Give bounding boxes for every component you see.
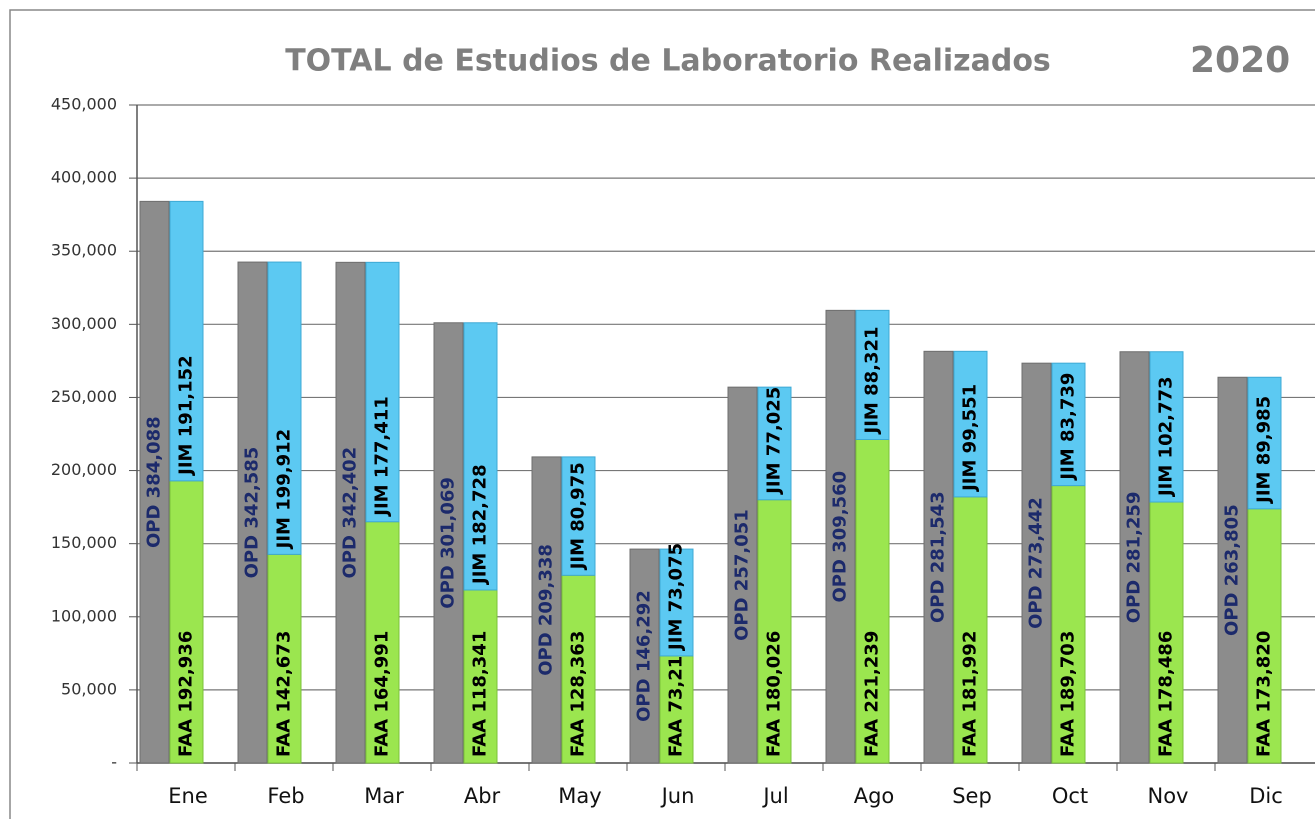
x-tick-label: Mar [364, 784, 404, 808]
y-tick-label: - [111, 753, 117, 772]
value-label: JIM 182,728 [470, 464, 491, 586]
value-label: JIM 73,075 [666, 543, 687, 652]
value-label: JIM 88,321 [862, 326, 883, 435]
y-tick-label: 400,000 [51, 168, 117, 187]
value-label: JIM 80,975 [568, 462, 589, 571]
chart-title: TOTAL de Estudios de Laboratorio Realiza… [285, 44, 1051, 79]
bar-segment [561, 574, 596, 764]
value-label: OPD 146,292 [634, 590, 655, 722]
value-label: FAA 221,239 [862, 631, 883, 757]
y-tick-label: 100,000 [51, 606, 117, 625]
y-tick-label: 350,000 [51, 241, 117, 260]
x-tick-label: Jun [660, 784, 695, 808]
value-label: OPD 384,088 [144, 416, 165, 548]
y-tick-label: 300,000 [51, 314, 117, 333]
value-label: FAA 173,820 [1254, 631, 1275, 757]
bar-segment [267, 261, 302, 555]
x-tick-label: Dic [1249, 784, 1283, 808]
bar-segment [365, 261, 400, 523]
value-label: OPD 309,560 [830, 471, 851, 603]
value-label: FAA 181,992 [960, 631, 981, 757]
x-tick-label: Abr [464, 784, 501, 808]
bar-segment [1247, 508, 1282, 764]
x-tick-label: Nov [1148, 784, 1189, 808]
bar [237, 261, 268, 764]
bar-segment [1051, 485, 1086, 764]
bar [139, 200, 170, 764]
y-tick-label: 50,000 [61, 679, 117, 698]
series: JIM 191,152 JIM 199,912 JIM 177,411 JIM 182… [169, 200, 1282, 657]
value-label: OPD 263,805 [1222, 504, 1243, 636]
value-label: FAA 178,486 [1156, 631, 1177, 757]
series: OPD 384,088 OPD 342,585 OPD 342,402 OPD 301… [139, 200, 1248, 764]
x-tick-label: Oct [1052, 784, 1088, 808]
x-tick-label: Jul [761, 784, 788, 808]
x-tick-label: Feb [267, 784, 304, 808]
value-label: OPD 209,338 [536, 544, 557, 676]
bar [825, 309, 856, 764]
value-label: FAA 118,341 [470, 631, 491, 757]
bar [335, 261, 366, 764]
value-label: JIM 99,551 [960, 384, 981, 493]
value-label: FAA 73,217 [666, 643, 687, 757]
bar [923, 350, 954, 764]
y-tick-label: 250,000 [51, 387, 117, 406]
value-label: JIM 89,985 [1254, 396, 1275, 505]
value-label: OPD 257,051 [732, 509, 753, 641]
value-label: OPD 301,069 [438, 477, 459, 609]
value-label: OPD 281,259 [1124, 492, 1145, 624]
bar-segment [1149, 351, 1184, 503]
bar-segment [463, 322, 498, 591]
value-label: JIM 199,912 [274, 429, 295, 551]
bar-segment [169, 200, 204, 482]
bar-segment [855, 309, 890, 440]
value-label: FAA 189,703 [1058, 631, 1079, 757]
bar [1021, 362, 1052, 764]
bar [531, 456, 562, 764]
value-label: JIM 177,411 [372, 396, 393, 518]
bar [433, 322, 464, 764]
value-label: FAA 192,936 [176, 631, 197, 757]
y-tick-label: 150,000 [51, 533, 117, 552]
value-label: OPD 342,585 [242, 447, 263, 579]
bar-segment [1051, 362, 1086, 487]
bar-segment [561, 456, 596, 576]
x-tick-label: May [558, 784, 601, 808]
bar-segment [1247, 376, 1282, 510]
value-label: OPD 342,402 [340, 447, 361, 579]
value-label: OPD 273,442 [1026, 497, 1047, 629]
bar [727, 386, 758, 764]
bar [1119, 351, 1150, 764]
series: FAA 192,936 FAA 142,673 FAA 164,991 FAA 118… [169, 438, 1282, 764]
bar [1217, 376, 1248, 764]
value-label: JIM 102,773 [1156, 376, 1177, 498]
value-label: JIM 83,739 [1058, 373, 1079, 482]
x-tick-label: Sep [952, 784, 992, 808]
bar-segment [169, 480, 204, 764]
bar-segment [659, 548, 694, 657]
y-tick-label: 450,000 [51, 95, 117, 114]
value-label: FAA 142,673 [274, 631, 295, 757]
value-label: FAA 180,026 [764, 631, 785, 757]
x-tick-label: Ago [854, 784, 895, 808]
bar [629, 548, 660, 764]
y-tick-label: 200,000 [51, 460, 117, 479]
bar-segment [267, 553, 302, 764]
chart-subtitle: 2020 [1190, 40, 1290, 81]
bar-segment [953, 350, 988, 498]
x-tick-label: Ene [168, 784, 208, 808]
value-label: JIM 191,152 [176, 355, 197, 477]
bar-segment [757, 386, 792, 501]
bar-segment [757, 499, 792, 764]
value-label: JIM 77,025 [764, 387, 785, 496]
value-label: FAA 128,363 [568, 631, 589, 757]
value-label: FAA 164,991 [372, 631, 393, 757]
value-label: OPD 281,543 [928, 491, 949, 623]
